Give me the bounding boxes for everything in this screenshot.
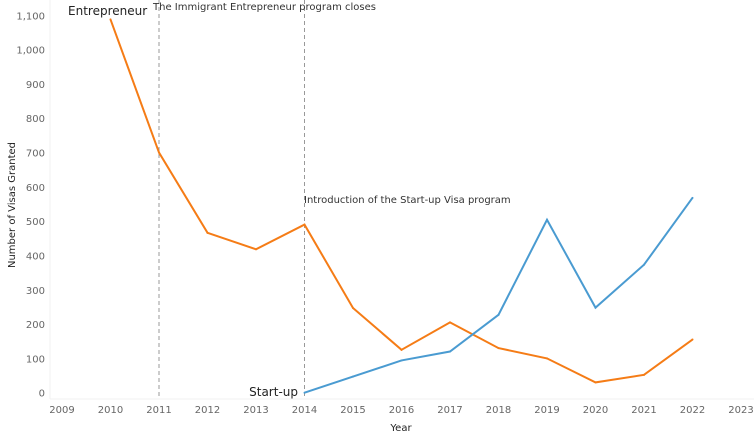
y-tick-label: 1,000	[16, 46, 45, 57]
y-tick-label: 800	[26, 114, 45, 125]
series-label-entrepreneur: Entrepreneur	[68, 4, 147, 18]
data-point	[594, 306, 597, 309]
data-point	[497, 347, 500, 350]
x-tick-label: 2009	[49, 405, 74, 416]
x-tick-label: 2016	[389, 405, 414, 416]
data-point	[594, 381, 597, 384]
data-point	[497, 313, 500, 316]
x-tick-label: 2020	[583, 405, 608, 416]
x-tick-label: 2019	[534, 405, 559, 416]
data-point	[546, 357, 548, 360]
data-point	[449, 321, 451, 324]
series-label-startup: Start-up	[249, 385, 298, 399]
x-tick-label: 2013	[243, 405, 268, 416]
y-tick-label: 600	[26, 183, 45, 194]
x-axis-label: Year	[389, 423, 412, 434]
data-point	[255, 248, 257, 251]
y-tick-label: 300	[26, 286, 45, 297]
data-point	[400, 359, 403, 362]
data-point	[449, 350, 451, 353]
data-point	[691, 338, 694, 341]
y-tick-label: 100	[26, 354, 45, 365]
data-point	[643, 373, 645, 376]
x-tick-label: 2018	[486, 405, 511, 416]
data-point	[109, 18, 112, 21]
x-tick-label: 2012	[195, 405, 220, 416]
data-point	[352, 375, 354, 378]
series-line-startup	[304, 197, 694, 394]
y-tick-label: 1,100	[16, 11, 45, 22]
y-tick-label: 200	[26, 320, 45, 331]
y-tick-label: 700	[26, 149, 45, 160]
data-point	[158, 151, 160, 154]
x-tick-label: 2022	[680, 405, 705, 416]
y-tick-label: 0	[39, 389, 45, 400]
data-point	[352, 306, 354, 309]
x-tick-label: 2015	[340, 405, 365, 416]
annotation-startup-intro: Introduction of the Start-up Visa progra…	[304, 195, 511, 206]
data-point	[643, 263, 645, 266]
x-tick-label: 2011	[146, 405, 171, 416]
x-tick-label: 2017	[437, 405, 462, 416]
annotation-program-closes: The Immigrant Entrepreneur program close…	[152, 2, 376, 13]
x-tick-label: 2014	[292, 405, 317, 416]
y-tick-label: 400	[26, 251, 45, 262]
data-point	[546, 218, 548, 221]
data-point	[691, 196, 694, 199]
data-point	[206, 231, 209, 234]
y-tick-label: 500	[26, 217, 45, 228]
data-point	[303, 391, 306, 394]
y-axis-label: Number of Visas Granted	[7, 142, 18, 268]
y-tick-label: 900	[26, 80, 45, 91]
x-tick-label: 2021	[631, 405, 656, 416]
x-tick-label: 2023	[728, 405, 753, 416]
data-point	[400, 348, 403, 351]
data-point	[303, 223, 306, 226]
x-tick-label: 2010	[98, 405, 123, 416]
